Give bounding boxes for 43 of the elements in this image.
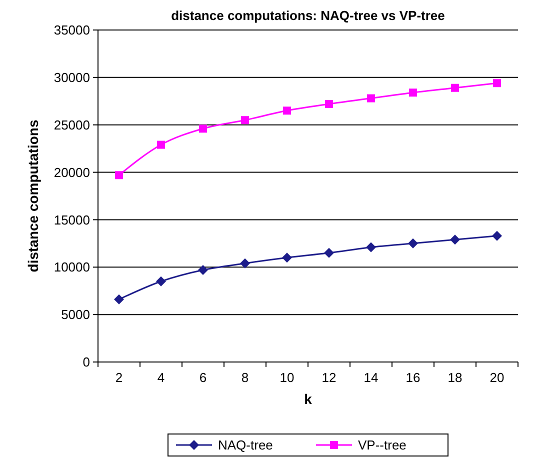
point xyxy=(115,171,123,180)
point xyxy=(492,230,502,241)
point xyxy=(241,116,249,124)
point xyxy=(157,140,165,149)
point xyxy=(240,258,250,268)
y-tick-label: 25000 xyxy=(54,117,90,132)
point xyxy=(367,94,375,102)
point xyxy=(199,124,207,133)
point xyxy=(282,252,292,263)
point xyxy=(366,242,376,252)
point xyxy=(324,248,334,258)
y-tick-label: 10000 xyxy=(54,260,90,275)
x-tick-label: 18 xyxy=(448,370,462,385)
point xyxy=(408,238,418,248)
point xyxy=(450,234,460,245)
legend-label: VP--tree xyxy=(358,438,406,453)
point xyxy=(156,276,166,286)
x-tick-label: 16 xyxy=(406,370,420,385)
legend-label: NAQ-tree xyxy=(218,438,273,453)
x-tick-label: 2 xyxy=(115,370,123,385)
x-tick-label: 14 xyxy=(364,370,378,385)
x-tick-label: 20 xyxy=(490,370,504,385)
point xyxy=(493,79,501,88)
x-tick-label: 4 xyxy=(157,370,165,385)
y-tick-label: 5000 xyxy=(61,307,90,322)
point xyxy=(198,264,208,275)
y-tick-label: 0 xyxy=(82,354,90,370)
x-tick-label: 10 xyxy=(280,370,294,385)
x-tick-label: 8 xyxy=(241,370,249,385)
chart-title: distance computations: NAQ-tree vs VP-tree xyxy=(171,8,445,23)
y-tick-label: 35000 xyxy=(54,22,90,38)
point xyxy=(283,106,291,115)
point xyxy=(114,294,124,304)
x-tick-label: 12 xyxy=(322,370,336,385)
y-tick-label: 30000 xyxy=(54,70,90,85)
point xyxy=(409,88,417,97)
y-tick-label: 15000 xyxy=(54,212,90,228)
x-tick-label: 6 xyxy=(199,370,207,385)
point xyxy=(325,100,333,108)
x-axis-title: k xyxy=(304,391,312,407)
y-axis-title: distance computations xyxy=(25,120,41,272)
point xyxy=(451,84,459,92)
y-tick-label: 20000 xyxy=(54,164,90,180)
